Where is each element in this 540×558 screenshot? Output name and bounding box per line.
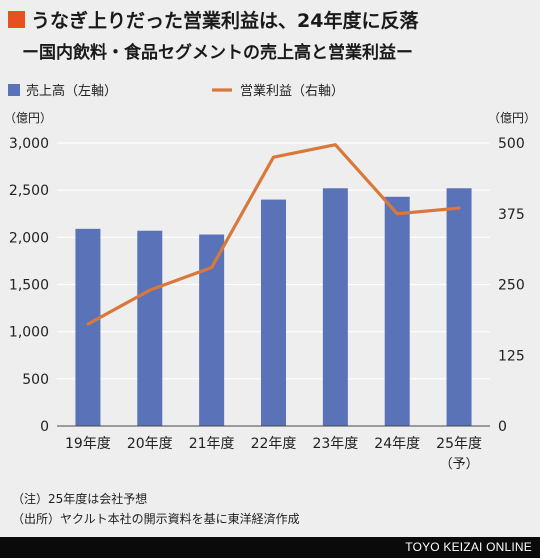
y-left-tick-label: 2,500 xyxy=(9,183,49,199)
note-source: （出所）ヤクルト本社の開示資料を基に東洋経済作成 xyxy=(12,512,300,526)
y-right-unit: （億円） xyxy=(488,111,536,125)
footer-bar: TOYO KEIZAI ONLINE xyxy=(0,537,540,558)
y-left-unit: （億円） xyxy=(4,111,52,125)
legend-label-sales: 売上高（左軸） xyxy=(26,83,117,99)
combo-chart: 0 500 1,000 1,500 2,000 2,500 3,000 0 125 250 375 5… xyxy=(4,83,536,472)
x-tick-label: 20年度 xyxy=(127,436,173,452)
y-right-tick-label: 0 xyxy=(498,419,507,435)
bar xyxy=(137,230,163,426)
y-right-tick-label: 250 xyxy=(498,278,525,294)
x-tick-label: 23年度 xyxy=(312,436,358,452)
bar xyxy=(446,188,472,426)
note-forecast: （注）25年度は会社予想 xyxy=(12,492,148,506)
bar xyxy=(322,188,348,426)
bar xyxy=(384,196,410,426)
footer-brand: TOYO KEIZAI ONLINE xyxy=(405,540,532,554)
bar xyxy=(75,228,101,426)
y-left-tick-label: 2,000 xyxy=(9,230,49,246)
chart-subtitle: ー国内飲料・食品セグメントの売上高と営業利益ー xyxy=(22,43,413,63)
y-right-tick-label: 125 xyxy=(498,348,525,364)
x-tick-label: 22年度 xyxy=(251,436,297,452)
x-tick-label: 21年度 xyxy=(189,436,235,452)
bar xyxy=(261,199,286,426)
title-marker xyxy=(8,11,25,28)
x-tick-label: 25年度 xyxy=(436,436,482,452)
y-right-tick-label: 500 xyxy=(498,136,525,152)
x-tick-label: 24年度 xyxy=(374,436,420,452)
x-tick-label: 19年度 xyxy=(65,436,111,452)
legend-swatch-sales xyxy=(8,84,20,96)
y-left-tick-label: 500 xyxy=(22,372,49,388)
chart-title: うなぎ上りだった営業利益は、24年度に反落 xyxy=(31,10,419,32)
x-tick-sublabel: （予） xyxy=(440,457,479,472)
y-left-tick-label: 1,000 xyxy=(9,325,49,341)
line-series-operating-profit xyxy=(86,143,461,326)
bar xyxy=(199,234,225,426)
legend-label-profit: 営業利益（右軸） xyxy=(240,83,344,99)
y-right-tick-label: 375 xyxy=(498,207,525,223)
y-left-tick-label: 3,000 xyxy=(9,136,49,152)
title-row: うなぎ上りだった営業利益は、24年度に反落 xyxy=(8,6,418,33)
y-left-tick-label: 1,500 xyxy=(9,278,49,294)
y-left-tick-label: 0 xyxy=(40,419,49,435)
